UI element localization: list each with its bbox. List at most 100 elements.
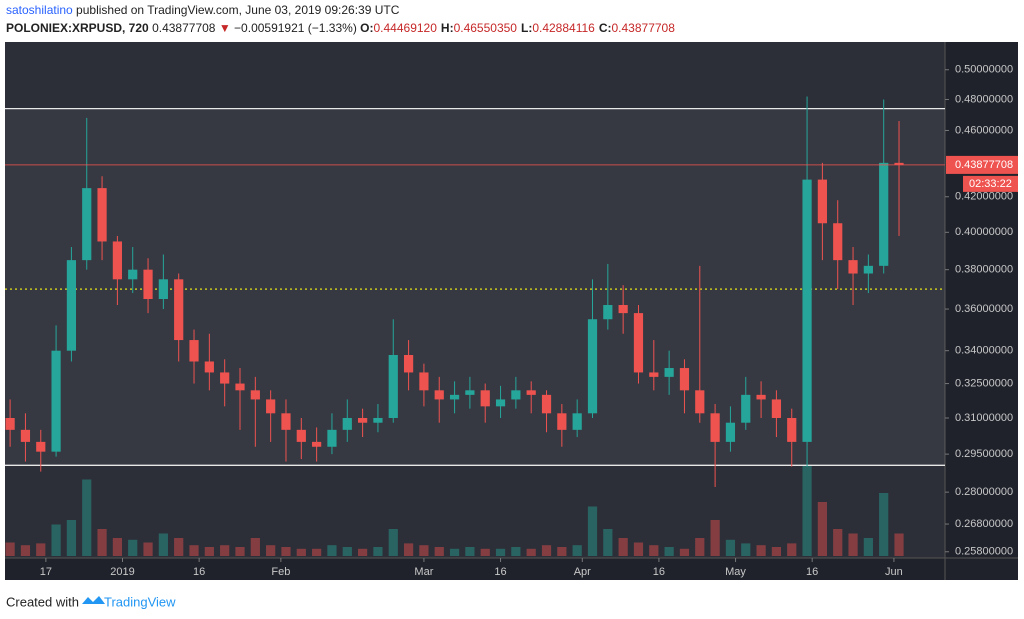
footer-text: Created with — [6, 594, 79, 609]
volume-bar — [174, 538, 184, 556]
volume-bar — [618, 538, 628, 556]
published: published on TradingView.com, June 03, 2… — [73, 3, 400, 17]
x-tick-label: 16 — [653, 566, 665, 578]
candle-body — [342, 417, 352, 430]
volume-bar — [741, 543, 751, 556]
candle-body — [82, 188, 92, 261]
volume-bar — [633, 542, 644, 556]
x-tick-label: 16 — [806, 566, 818, 578]
volume-bar — [649, 545, 659, 556]
x-tick-label: 2019 — [110, 566, 134, 578]
volume-bar — [449, 548, 460, 556]
volume-bar — [342, 547, 352, 556]
volume-bar — [220, 545, 230, 556]
y-tick-label: 0.46000000 — [955, 124, 1013, 136]
volume-bar — [664, 547, 674, 556]
volume-bar — [51, 524, 61, 556]
volume-bar — [710, 520, 720, 556]
ohlc-label: H: — [441, 21, 454, 35]
volume-bar — [557, 547, 567, 556]
volume-bar — [327, 545, 337, 556]
candle-body — [710, 413, 720, 442]
candle-body — [649, 372, 659, 377]
logo — [82, 596, 105, 604]
y-tick-label: 0.28000000 — [955, 486, 1013, 498]
candle-body — [833, 223, 843, 261]
volume-bar — [572, 545, 582, 556]
y-tick-label: 0.32500000 — [955, 377, 1013, 389]
candle-body — [802, 179, 812, 442]
y-tick-label: 0.29500000 — [955, 448, 1013, 460]
footer-brand[interactable]: TradingView — [104, 594, 176, 609]
volume-bar — [603, 529, 613, 556]
y-tick-label: 0.25800000 — [955, 546, 1013, 558]
candle-body — [250, 390, 260, 400]
candle-body — [495, 399, 506, 407]
candle-body — [235, 383, 245, 391]
candle-body — [36, 441, 46, 452]
volume-bar — [388, 529, 398, 556]
plot — [5, 96, 945, 556]
candle-body — [603, 305, 613, 320]
candle-body — [174, 279, 184, 341]
candle-body — [465, 390, 475, 395]
last-price-tag — [946, 155, 1018, 174]
plot-area — [5, 42, 945, 558]
x-tick-label: Jun — [885, 566, 903, 578]
candle-body — [388, 354, 398, 418]
candle-body — [863, 265, 873, 274]
ohlc-value: 0.44469120 — [374, 21, 438, 35]
volume-bar — [204, 547, 214, 556]
candle-body — [97, 188, 107, 242]
candle-body — [511, 390, 521, 400]
candle-body — [66, 260, 77, 351]
volume-bar — [817, 502, 827, 556]
volume-bar — [36, 543, 46, 556]
volume-bar — [848, 533, 858, 556]
y-tick-label: 0.36000000 — [955, 303, 1013, 315]
candle-body — [327, 429, 337, 447]
candle-body — [848, 260, 858, 274]
candle-body — [756, 394, 766, 400]
volume-bar — [235, 547, 245, 556]
ohlc-label: O: — [360, 21, 373, 35]
candle-body — [403, 354, 414, 373]
volume-bar — [403, 543, 414, 556]
x-tick-label: 16 — [193, 566, 205, 578]
volume-bar — [756, 545, 766, 556]
candle-body — [312, 441, 322, 447]
candle-body — [220, 372, 230, 384]
y-tick-label: 0.42000000 — [955, 191, 1013, 203]
candle-body — [879, 162, 889, 266]
volume-bar — [312, 548, 322, 556]
candle-body — [633, 313, 644, 373]
last-price-label: 0.43877708 — [955, 159, 1013, 171]
volume-bar — [894, 533, 904, 556]
volume-bar — [143, 542, 153, 556]
candle-body — [741, 394, 751, 423]
volume-bar — [112, 538, 122, 556]
candle-body — [158, 279, 168, 300]
volume-bar — [480, 548, 490, 556]
volume-bar — [296, 548, 306, 556]
candle-body — [557, 413, 567, 430]
candle-body — [725, 422, 736, 442]
candle-body — [771, 399, 782, 418]
candle-body — [664, 368, 674, 377]
y-tick-label: 0.40000000 — [955, 226, 1013, 238]
x-tick-label: 16 — [494, 566, 506, 578]
symbol: POLONIEX:XRPUSD, 720 — [6, 21, 149, 35]
countdown-label: 02:33:22 — [969, 178, 1012, 190]
volume-bar — [695, 538, 705, 556]
candle-body — [434, 390, 444, 400]
candle-body — [695, 390, 705, 414]
candle-body — [281, 413, 291, 430]
author[interactable]: satoshilatino — [6, 3, 73, 17]
volume-bar — [97, 529, 107, 556]
x-tick-label: Mar — [414, 566, 433, 578]
candle-body — [679, 368, 690, 391]
volume-bar — [281, 547, 291, 556]
ohlc-value: 0.43877708 — [612, 21, 676, 35]
header-line: satoshilatino published on TradingView.c… — [6, 3, 400, 17]
